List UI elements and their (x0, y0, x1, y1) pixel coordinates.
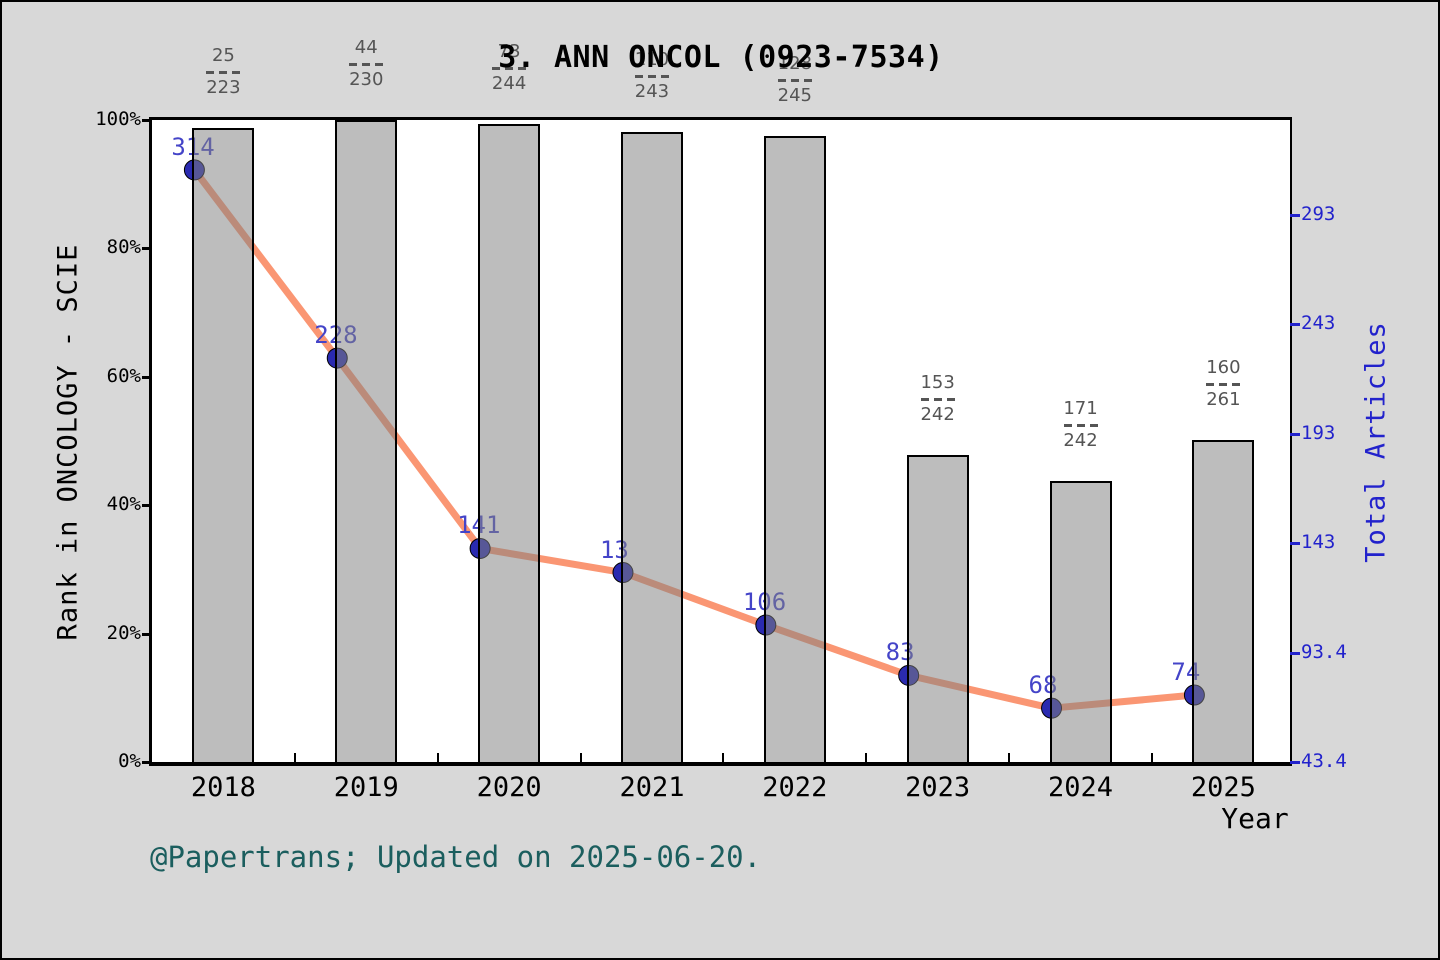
x-tick-label-2019: 2019 (333, 772, 399, 803)
credit-text: @Papertrans; Updated on 2025-06-20. (150, 840, 762, 874)
rank-bar-2019 (335, 120, 398, 764)
rank-fraction-2025: 160 261 (1183, 356, 1263, 410)
rank-fraction-denominator: 243 (634, 80, 670, 102)
fraction-divider (1063, 423, 1098, 427)
rank-bar-2020 (478, 124, 541, 764)
rank-fraction-2024: 171 242 (1041, 397, 1121, 451)
rank-fraction-2023: 153 242 (898, 373, 978, 425)
right-axis-tick (1290, 542, 1300, 546)
x-tick-label-2020: 2020 (476, 772, 542, 803)
rank-fraction-numerator: 73 (497, 41, 521, 63)
rank-fraction-denominator: 261 (1206, 388, 1241, 410)
rank-fraction-2022: 128 245 (755, 54, 835, 106)
rank-fraction-denominator: 244 (491, 73, 527, 95)
fraction-divider (206, 70, 241, 74)
left-axis-tick (142, 119, 152, 122)
left-axis-tick-label: 40% (106, 493, 141, 516)
rank-fraction-numerator: 110 (634, 48, 670, 70)
rank-fraction-2019: 44 230 (326, 38, 406, 90)
rank-bar-2018 (192, 127, 255, 764)
rank-fraction-denominator: 242 (1063, 429, 1098, 451)
fraction-divider (349, 63, 384, 66)
x-axis-title: Year (1221, 802, 1289, 835)
x-minor-tick (722, 753, 725, 762)
left-axis-tick (142, 504, 152, 508)
left-axis-tick (142, 375, 152, 379)
x-minor-tick (436, 753, 439, 762)
fraction-divider (492, 67, 527, 71)
fraction-divider (634, 74, 669, 78)
rank-fraction-numerator: 171 (1063, 397, 1098, 419)
rank-bar-2024 (1049, 480, 1112, 764)
rank-fraction-denominator: 242 (920, 404, 955, 426)
right-axis-tick-label: 243 (1301, 312, 1336, 335)
rank-fraction-denominator: 230 (349, 69, 384, 90)
x-tick-label-2024: 2024 (1048, 772, 1114, 803)
rank-fraction-2021: 110 243 (612, 48, 692, 102)
right-axis-tick-label: 193 (1301, 421, 1336, 444)
x-tick-label-2021: 2021 (619, 772, 685, 803)
right-axis-tick-label: 143 (1301, 531, 1336, 554)
left-axis-tick-label: 80% (106, 236, 141, 259)
right-axis-title: Total Articles (1360, 321, 1392, 563)
rank-fraction-2020: 73 244 (469, 42, 549, 94)
right-axis-tick-label: 93.4 (1301, 640, 1347, 663)
x-minor-tick (1150, 753, 1153, 762)
rank-fraction-denominator: 223 (206, 76, 241, 98)
left-axis-tick (142, 247, 152, 251)
rank-fraction-2018: 25 223 (183, 44, 263, 98)
rank-bar-2025 (1192, 439, 1255, 764)
right-axis-tick-label: 43.4 (1301, 750, 1347, 772)
right-axis-tick (1290, 761, 1300, 764)
fraction-divider (920, 398, 955, 402)
right-axis-tick (1290, 214, 1300, 217)
rank-fraction-numerator: 25 (211, 44, 235, 66)
x-tick-label-2018: 2018 (190, 772, 256, 803)
x-minor-tick (579, 753, 582, 762)
x-minor-tick (1008, 753, 1011, 762)
rank-bar-2023 (906, 455, 969, 764)
fraction-divider (1206, 382, 1241, 386)
rank-fraction-denominator: 245 (777, 85, 812, 107)
left-axis-tick-label: 60% (106, 364, 141, 387)
right-axis-tick (1290, 323, 1300, 327)
rank-bar-2021 (620, 131, 683, 764)
rank-bar-2022 (763, 136, 826, 764)
right-axis-tick-label: 293 (1301, 203, 1336, 225)
left-axis-tick (142, 761, 152, 764)
chart-title: 3. ANN ONCOL (0923-7534) (498, 40, 944, 75)
right-axis-tick (1290, 432, 1300, 436)
rank-fraction-numerator: 44 (354, 37, 378, 58)
right-axis-tick (1290, 651, 1300, 655)
fraction-divider (777, 79, 812, 83)
rank-fraction-numerator: 128 (777, 53, 812, 75)
x-tick-label-2022: 2022 (762, 772, 828, 803)
left-axis-tick (142, 632, 152, 636)
left-axis-title: Rank in ONCOLOGY - SCIE (52, 243, 84, 641)
x-minor-tick (293, 753, 296, 762)
left-axis-tick-label: 0% (118, 750, 141, 772)
x-tick-label-2023: 2023 (905, 772, 971, 803)
rank-fraction-numerator: 153 (920, 372, 955, 394)
left-axis-tick-label: 20% (106, 621, 141, 644)
rank-fraction-numerator: 160 (1206, 356, 1241, 378)
x-tick-label-2025: 2025 (1190, 772, 1256, 803)
x-minor-tick (865, 753, 868, 762)
left-axis-tick-label: 100% (95, 108, 141, 130)
